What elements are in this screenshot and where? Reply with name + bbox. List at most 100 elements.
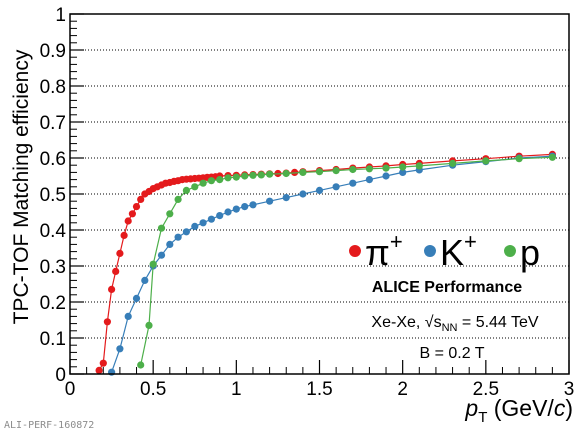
data-point <box>182 186 190 194</box>
data-point <box>232 173 240 181</box>
y-tick-label: 0.4 <box>40 221 67 242</box>
data-point <box>282 194 290 202</box>
x-tick-label: 0.5 <box>140 379 166 400</box>
collision-system-subscript: NN <box>442 322 458 334</box>
data-point <box>191 183 199 191</box>
data-point <box>332 183 340 191</box>
legend-marker-pion <box>349 245 361 257</box>
y-tick-label: 0.8 <box>40 77 66 98</box>
data-point <box>241 203 249 211</box>
data-point <box>145 321 153 329</box>
magnetic-field-label: B = 0.2 T <box>419 345 484 362</box>
collision-system-label: Xe-Xe, √sNN = 5.44 TeV <box>371 314 538 334</box>
data-point <box>191 222 199 230</box>
data-point <box>332 167 340 175</box>
figure-id-label: ALI-PERF-160872 <box>4 420 95 431</box>
data-point <box>315 186 324 194</box>
collision-system-text: Xe-Xe, √s <box>371 314 441 331</box>
data-point <box>199 219 207 227</box>
x-tick-label: 1.5 <box>306 379 332 400</box>
data-point <box>116 249 124 257</box>
data-point <box>548 153 557 161</box>
y-axis-title: TPC-TOF Matching efficiency <box>10 49 33 324</box>
legend-label-pion: π+ <box>365 229 403 273</box>
data-point <box>382 164 390 172</box>
data-point <box>132 203 141 211</box>
data-point <box>299 190 307 198</box>
data-point <box>216 212 224 220</box>
data-point <box>166 240 174 248</box>
axes: 0 0.1 0.2 0.3 0.4 0.5 0.6 0.7 0.8 0.9 1 0 0.5 1 1.5 2 2.… <box>40 5 575 400</box>
data-point <box>124 312 132 320</box>
data-point <box>365 165 373 173</box>
data-point <box>137 361 145 369</box>
data-point <box>108 285 116 293</box>
data-point <box>207 215 215 223</box>
data-point <box>116 345 124 353</box>
y-tick-label: 0.9 <box>40 41 66 62</box>
y-tick-label: 0.1 <box>40 329 66 350</box>
x-tick-label: 3 <box>564 379 575 400</box>
collision-energy-text: = 5.44 TeV <box>457 314 538 331</box>
data-point <box>199 179 207 187</box>
data-point <box>449 159 457 167</box>
y-tick-label: 0.6 <box>40 149 66 170</box>
y-tick-label: 0.3 <box>40 257 66 278</box>
x-tick-label: 2.5 <box>473 379 499 400</box>
data-point <box>266 197 274 205</box>
data-point <box>99 359 107 367</box>
data-point <box>257 171 265 179</box>
data-point <box>249 201 257 209</box>
data-point <box>266 170 274 178</box>
data-point <box>224 208 232 216</box>
data-point <box>137 195 145 203</box>
x-axis-title-subscript: T <box>478 409 487 426</box>
data-point <box>174 195 182 203</box>
data-point <box>415 162 423 170</box>
data-point <box>207 177 215 185</box>
data-point <box>166 210 174 218</box>
series-line <box>111 155 553 373</box>
y-tick-label: 0.5 <box>40 185 66 206</box>
data-point <box>399 168 407 176</box>
x-tick-label: 2 <box>397 379 408 400</box>
data-point <box>241 172 249 180</box>
series-1 <box>108 152 557 376</box>
legend-marker-proton <box>504 245 516 257</box>
legend-marker-kaon <box>424 245 436 257</box>
data-point <box>132 294 141 302</box>
legend-label-kaon: K+ <box>440 229 477 273</box>
series-line <box>140 156 553 366</box>
alice-performance-label: ALICE Performance <box>372 279 522 296</box>
series-2 <box>137 153 557 369</box>
data-point <box>382 172 390 180</box>
data-point <box>216 176 224 184</box>
data-point <box>365 176 373 184</box>
x-axis-title-units-open: (GeV/ <box>487 395 554 421</box>
x-tick-label: 1 <box>231 379 242 400</box>
data-point <box>120 231 128 239</box>
data-point <box>349 165 357 174</box>
data-point <box>182 228 190 236</box>
x-axis-title-units-close: ) <box>565 395 573 421</box>
data-point <box>112 267 120 275</box>
data-point <box>124 217 132 225</box>
data-point <box>149 260 157 268</box>
data-point <box>157 251 166 259</box>
x-tick-label: 0 <box>65 379 76 400</box>
data-point <box>157 224 166 232</box>
data-point <box>232 205 240 213</box>
data-point <box>103 318 111 326</box>
grid-lines <box>70 49 569 339</box>
data-point <box>141 276 149 284</box>
data-series <box>95 150 557 376</box>
legend: π+ K+ p <box>349 229 540 273</box>
data-point <box>515 155 523 163</box>
series-0 <box>95 150 557 374</box>
data-point <box>399 163 407 171</box>
data-point <box>315 168 324 176</box>
legend-label-proton: p <box>520 232 540 273</box>
data-point <box>249 171 257 179</box>
data-point <box>224 174 232 182</box>
